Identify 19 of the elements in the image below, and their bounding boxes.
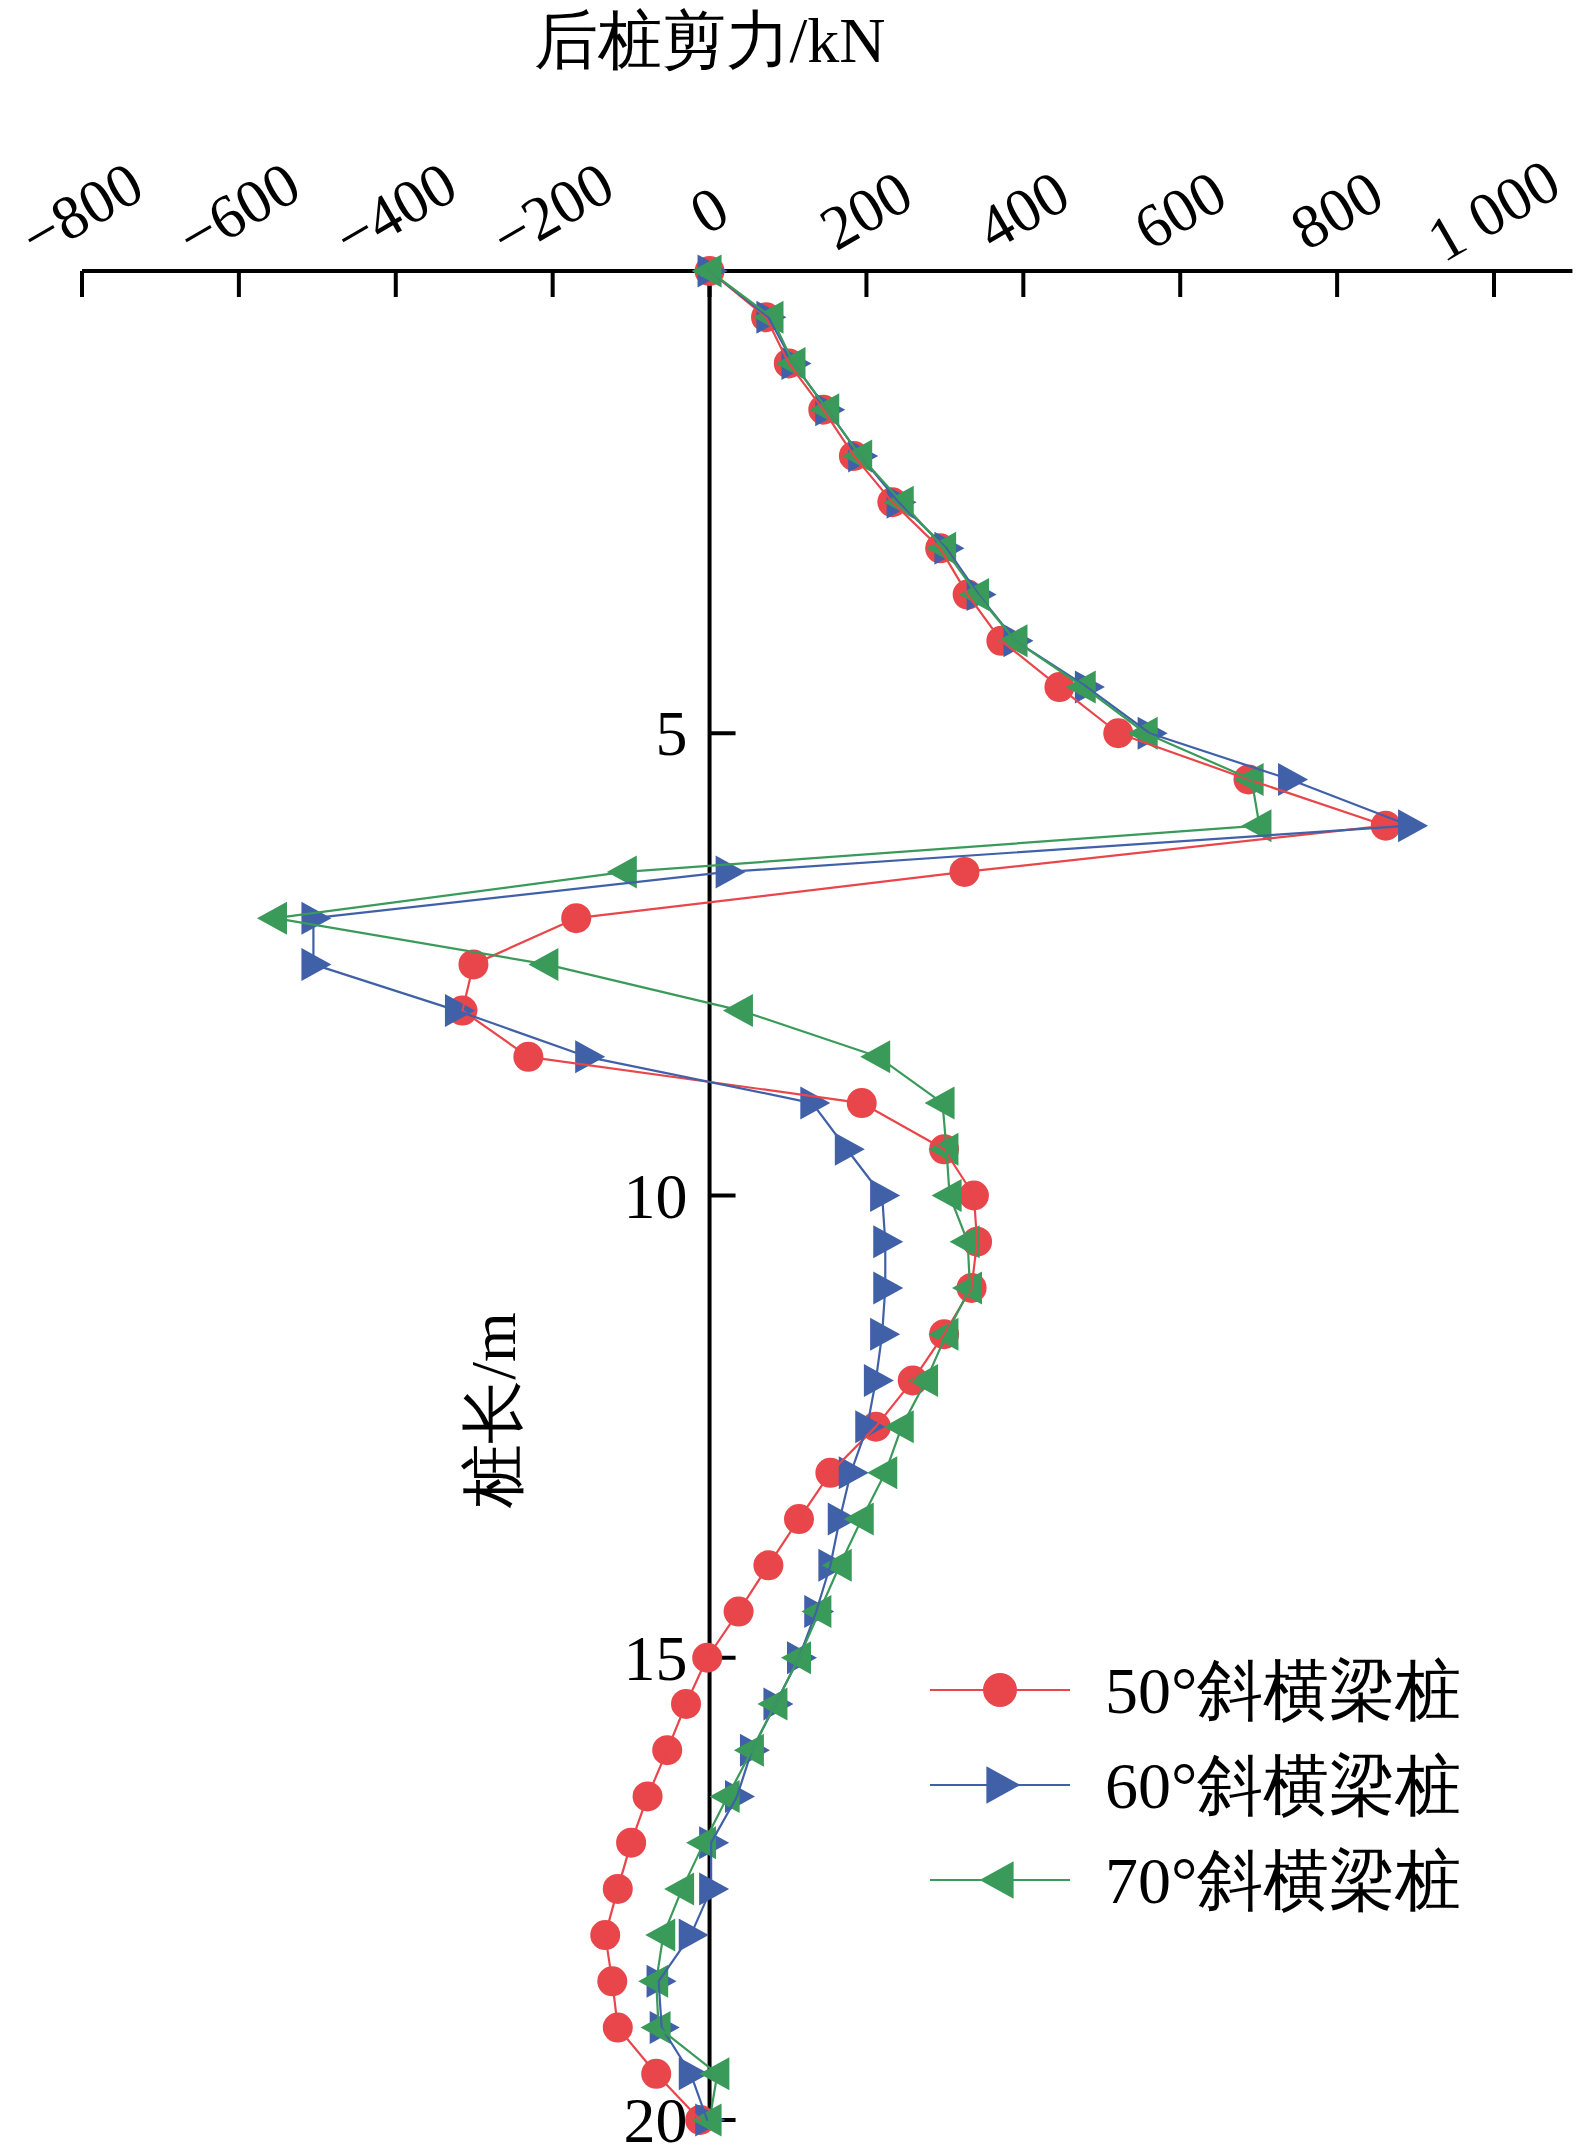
y-tick-label: 15 xyxy=(623,1622,688,1694)
legend-label: 70°斜横梁桩 xyxy=(1105,1844,1462,1917)
x-tick-label: −400 xyxy=(322,148,468,272)
x-tick-label: −800 xyxy=(9,148,154,272)
y-axis-title: 桩长/m xyxy=(458,1312,529,1509)
x-tick-label: 600 xyxy=(1122,157,1237,263)
y-tick-label: 20 xyxy=(623,2085,688,2149)
x-tick-label: 1 000 xyxy=(1416,145,1571,275)
legend-label: 50°斜横梁桩 xyxy=(1105,1654,1462,1727)
x-tick-label: −200 xyxy=(479,148,625,272)
x-tick-label: 0 xyxy=(678,172,740,248)
y-tick-label: 5 xyxy=(655,698,688,770)
x-tick-label: −600 xyxy=(165,148,311,272)
legend-label: 60°斜横梁桩 xyxy=(1105,1749,1462,1822)
x-tick-label: 400 xyxy=(965,157,1081,263)
x-tick-label: 200 xyxy=(808,157,924,263)
x-tick-label: 800 xyxy=(1279,157,1394,263)
x-axis-title: 后桩剪力/kN xyxy=(533,5,886,76)
y-tick-label: 10 xyxy=(623,1160,688,1232)
